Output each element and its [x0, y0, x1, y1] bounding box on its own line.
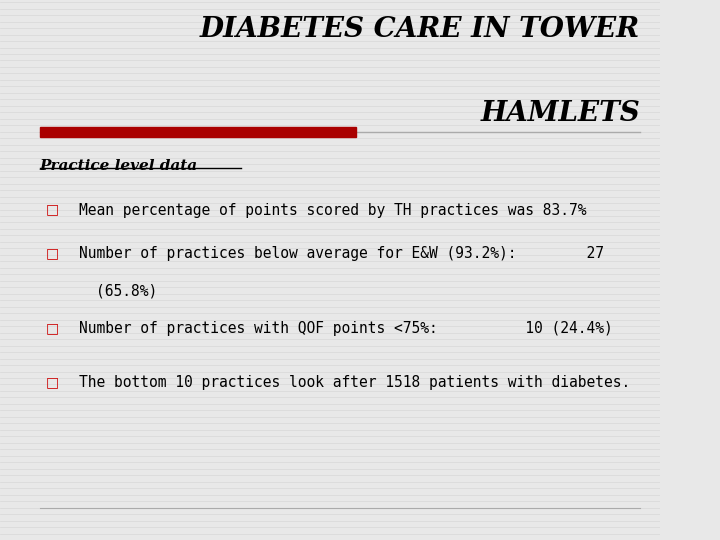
Text: Practice level data: Practice level data — [40, 159, 198, 173]
Text: (65.8%): (65.8%) — [96, 284, 157, 299]
Text: The bottom 10 practices look after 1518 patients with diabetes.: The bottom 10 practices look after 1518 … — [79, 375, 631, 390]
Text: Mean percentage of points scored by TH practices was 83.7%: Mean percentage of points scored by TH p… — [79, 202, 587, 218]
Text: Number of practices below average for E&W (93.2%):        27: Number of practices below average for E&… — [79, 246, 604, 261]
Text: □: □ — [46, 202, 59, 217]
Text: Number of practices with QOF points <75%:          10 (24.4%): Number of practices with QOF points <75%… — [79, 321, 613, 336]
Text: DIABETES CARE IN TOWER: DIABETES CARE IN TOWER — [199, 16, 640, 43]
Bar — [40, 127, 356, 137]
Text: HAMLETS: HAMLETS — [480, 100, 640, 127]
Text: □: □ — [46, 321, 59, 335]
Text: □: □ — [46, 246, 59, 260]
Text: □: □ — [46, 375, 59, 389]
